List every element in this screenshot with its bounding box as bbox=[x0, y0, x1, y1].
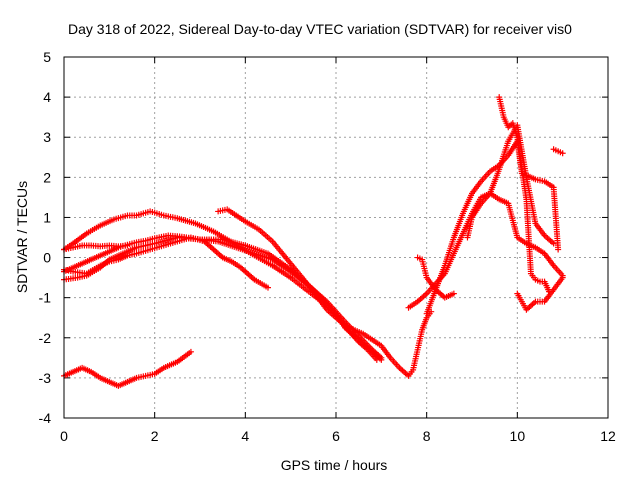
data-point-s12 bbox=[559, 274, 566, 281]
series-s7 bbox=[215, 206, 435, 379]
data-point-s14 bbox=[559, 150, 566, 157]
series-s4 bbox=[61, 234, 271, 291]
data-point-s9 bbox=[555, 246, 562, 253]
y-tick-label: 3 bbox=[43, 129, 51, 145]
y-tick-label: 4 bbox=[43, 89, 51, 105]
series-s11 bbox=[496, 94, 553, 295]
y-tick-label: -2 bbox=[39, 330, 52, 346]
x-tick-label: 6 bbox=[332, 428, 340, 444]
data-point-s4 bbox=[265, 284, 271, 291]
x-tick-label: 8 bbox=[423, 428, 431, 444]
series-group bbox=[61, 94, 566, 389]
x-tick-label: 12 bbox=[600, 428, 616, 444]
x-axis-label: GPS time / hours bbox=[280, 457, 388, 473]
y-tick-label: 5 bbox=[43, 49, 51, 65]
x-tick-label: 2 bbox=[151, 428, 159, 444]
y-tick-label: -1 bbox=[39, 290, 52, 306]
data-point-s13 bbox=[450, 290, 457, 297]
data-point-s10 bbox=[550, 240, 557, 247]
series-s8 bbox=[405, 190, 566, 311]
y-tick-label: 1 bbox=[43, 209, 51, 225]
x-tick-label: 4 bbox=[241, 428, 249, 444]
y-tick-label: 2 bbox=[43, 169, 51, 185]
series-s10 bbox=[464, 122, 557, 247]
data-point-s5 bbox=[124, 242, 131, 249]
chart-title: Day 318 of 2022, Sidereal Day-to-day VTE… bbox=[68, 21, 572, 37]
plot-frame bbox=[63, 56, 609, 419]
x-tick-label: 10 bbox=[510, 428, 526, 444]
y-tick-label: -4 bbox=[39, 410, 52, 426]
series-s9 bbox=[423, 138, 562, 317]
series-s1 bbox=[61, 208, 380, 363]
x-tick-label: 0 bbox=[60, 428, 68, 444]
y-tick-label: 0 bbox=[43, 250, 51, 266]
data-point-s3 bbox=[378, 356, 385, 363]
series-s13 bbox=[414, 254, 457, 301]
grid-lines bbox=[64, 57, 608, 418]
series-s12 bbox=[514, 274, 566, 313]
series-s6 bbox=[61, 348, 194, 389]
data-point-s6 bbox=[187, 348, 194, 355]
series-s14 bbox=[550, 146, 566, 157]
y-tick-label: -3 bbox=[39, 370, 52, 386]
